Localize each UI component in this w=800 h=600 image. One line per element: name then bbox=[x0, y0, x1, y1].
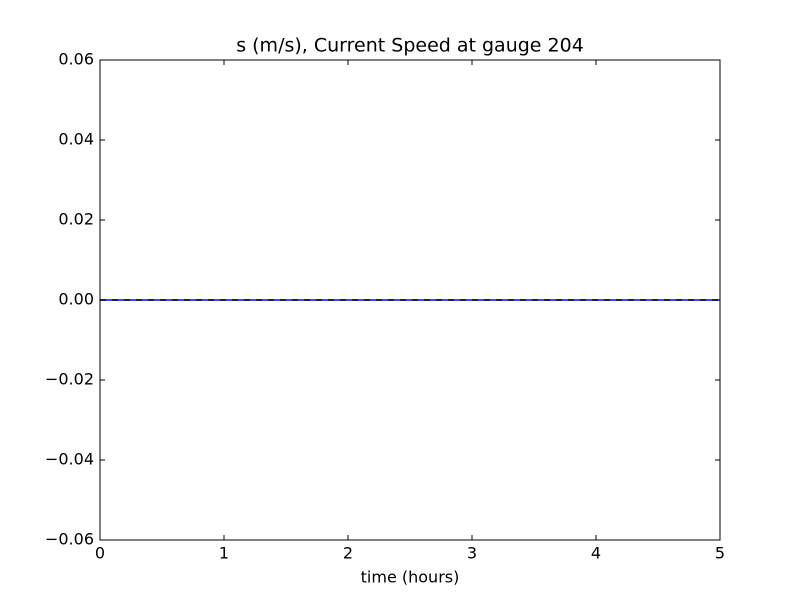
y-tick-label: 0.00 bbox=[58, 290, 94, 309]
x-tick-label: 1 bbox=[219, 544, 229, 563]
y-tick-label: 0.02 bbox=[58, 210, 94, 229]
y-tick-label: 0.04 bbox=[58, 130, 94, 149]
y-tick-label: −0.04 bbox=[45, 450, 94, 469]
y-tick-label: 0.06 bbox=[58, 50, 94, 69]
y-tick-label: −0.06 bbox=[45, 530, 94, 549]
x-tick-label: 4 bbox=[591, 544, 601, 563]
x-axis-label: time (hours) bbox=[361, 568, 460, 587]
chart-title: s (m/s), Current Speed at gauge 204 bbox=[236, 35, 584, 57]
plot-frame bbox=[99, 59, 721, 541]
x-tick-label: 0 bbox=[95, 544, 105, 563]
x-tick-label: 3 bbox=[467, 544, 477, 563]
x-tick-label: 2 bbox=[343, 544, 353, 563]
x-tick-label: 5 bbox=[715, 544, 725, 563]
y-tick-label: −0.02 bbox=[45, 370, 94, 389]
